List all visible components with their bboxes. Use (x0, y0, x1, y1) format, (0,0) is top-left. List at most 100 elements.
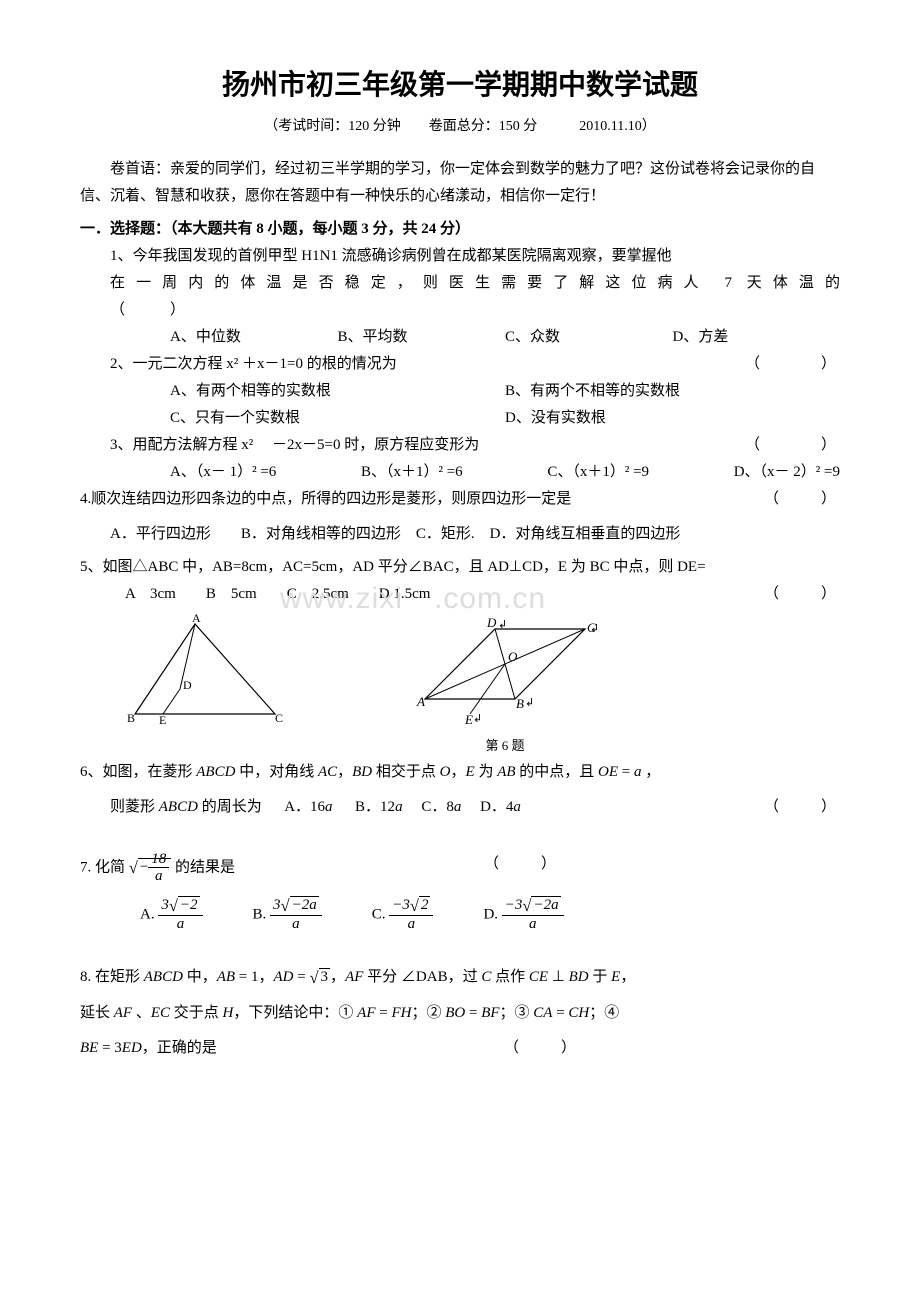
q6-abcd2: ABCD (159, 799, 198, 815)
q7-choice-d: D. −3−2aa (483, 897, 563, 933)
q8-e: E (611, 969, 620, 985)
q8-t4: 点作 (491, 969, 529, 985)
q3-choice-d: D、（x－ 2）² =9 (734, 459, 840, 486)
question-7: 7. 化简 −18a 的结果是 （ ） A. 3−2a B. 3−2aa C. … (80, 851, 840, 933)
q6-c1: ， (337, 764, 352, 780)
q2-stem: 2、一元二次方程 x² ＋x－1=0 的根的情况为 (110, 351, 397, 378)
q8-c1: ， (259, 969, 274, 985)
q6-ac: AC (318, 764, 337, 780)
q6-paren: （ ） (764, 794, 840, 821)
q2-choice-d: D、没有实数根 (505, 405, 840, 432)
q8-c2: ， (330, 969, 345, 985)
q6-t4: 为 (475, 764, 498, 780)
q8-af: AF (345, 969, 363, 985)
q6-l2a: 则菱形 (110, 799, 159, 815)
q8-c: C (481, 969, 491, 985)
q8-c4: ， (620, 969, 635, 985)
q8-eq3: = (375, 1005, 391, 1021)
q8-t2: 中， (183, 969, 217, 985)
q2-choice-c: C、只有一个实数根 (170, 405, 505, 432)
question-1: 1、今年我国发现的首例甲型 H1N1 流感确诊病例曾在成都某医院隔离观察，要掌握… (80, 243, 840, 351)
q1-choice-a: A、中位数 (170, 324, 338, 351)
q8-bo: BO (445, 1005, 465, 1021)
q4-paren: （ ） (764, 486, 840, 513)
q8-sep: 、 (132, 1005, 151, 1021)
q2-paren: （ ） (745, 351, 840, 378)
q8-t3: 平分 (363, 969, 401, 985)
q8-ca: CA (533, 1005, 552, 1021)
section-1-heading: 一．选择题：（本大题共有 8 小题，每小题 3 分，共 24 分） (80, 216, 840, 243)
svg-text:A: A (192, 614, 201, 625)
q1-stem-line2: 在一周内的体温是否稳定，则医生需要了解这位病人 7 天体温的 (110, 270, 840, 297)
q1-choice-d: D、方差 (673, 324, 841, 351)
q1-choice-b: B、平均数 (338, 324, 506, 351)
figure-q5: A B C D E (125, 614, 285, 757)
q2-choice-a: A、有两个相等的实数根 (170, 378, 505, 405)
svg-text:D: D (183, 678, 192, 692)
q6-eq: = (618, 764, 634, 780)
q7-paren: （ ） (484, 851, 560, 885)
q6-choice-b: B．12a (355, 799, 403, 815)
q1-choice-c: C、众数 (505, 324, 673, 351)
svg-text:D: D (486, 615, 497, 630)
q8-l2c: ，下列结论中：① (233, 1005, 357, 1021)
q8-ch: CH (568, 1005, 589, 1021)
q8-l3b: ，正确的是 (142, 1040, 217, 1056)
q8-eq6: = 3 (98, 1040, 121, 1056)
figure-q6: A B C D O E ↲ ↲ ↲ ↲ 第 6 题 (405, 614, 605, 757)
q3-choice-c: C、（x＋1）² =9 (547, 459, 649, 486)
q8-eq5: = (552, 1005, 568, 1021)
question-4: 4.顺次连结四边形四条边的中点，所得的四边形是菱形，则原四边形一定是 （ ） A… (80, 486, 840, 548)
q8-be: BE (80, 1040, 98, 1056)
q8-ad: AD (274, 969, 294, 985)
q7-choice-b: B. 3−2aa (253, 897, 322, 933)
svg-text:A: A (416, 694, 425, 709)
q8-ed: ED (122, 1040, 142, 1056)
q8-eq1: = 1 (235, 969, 258, 985)
q5-stem: 5、如图△ABC 中，AB=8cm，AC=5cm，AD 平分∠BAC，且 AD⊥… (80, 554, 840, 581)
q8-ab: AB (217, 969, 235, 985)
svg-text:E: E (464, 712, 473, 724)
figures-row: A B C D E A B C D O E ↲ ↲ ↲ ↲ 第 6 题 (80, 614, 840, 757)
svg-text:C: C (275, 711, 283, 724)
question-8: 8. 在矩形 ABCD 中，AB = 1，AD = 3，AF 平分 ∠DAB，过… (80, 963, 840, 1063)
q6-t5: 的中点，且 (516, 764, 599, 780)
q8-l2b: 交于点 (170, 1005, 223, 1021)
q7-t2: 的结果是 (175, 859, 235, 875)
q7-choice-a: A. 3−2a (140, 897, 203, 933)
question-6: 6、如图，在菱形 ABCD 中，对角线 AC，BD 相交于点 O，E 为 AB … (80, 759, 840, 821)
q6-oe: OE (598, 764, 618, 780)
q8-fh: FH (391, 1005, 411, 1021)
q6-c3: ， (642, 764, 661, 780)
q3-stem: 3、用配方法解方程 x² －2x－5=0 时，原方程应变形为 (110, 432, 479, 459)
q6-o: O (440, 764, 451, 780)
page-title: 扬州市初三年级第一学期期中数学试题 (80, 60, 840, 110)
q6-t3: 相交于点 (372, 764, 440, 780)
question-5: www.zixi .com.cn 5、如图△ABC 中，AB=8cm，AC=5c… (80, 554, 840, 608)
q6-c2: ， (451, 764, 466, 780)
svg-text:↲: ↲ (498, 619, 507, 631)
q6-choice-c: C．8a (421, 799, 461, 815)
q6-ab: AB (497, 764, 515, 780)
question-2: 2、一元二次方程 x² ＋x－1=0 的根的情况为 （ ） A、有两个相等的实数… (80, 351, 840, 432)
q4-choices: A．平行四边形 B．对角线相等的四边形 C．矩形. D．对角线互相垂直的四边形 (80, 521, 840, 548)
svg-text:↲: ↲ (473, 713, 482, 724)
q6-t1: 6、如图，在菱形 (80, 764, 196, 780)
q8-l2f: ；④ (589, 1005, 619, 1021)
q5-choice-d: D 1.5cm (379, 581, 431, 608)
q8-perp: ⊥ (548, 969, 569, 985)
q6-choice-d: D．4a (480, 799, 521, 815)
q6-l2b: 的周长为 (198, 799, 262, 815)
q6-t2: 中，对角线 (235, 764, 318, 780)
q7-choice-c: C. −32a (372, 897, 434, 933)
svg-text:↲: ↲ (525, 697, 534, 709)
q8-abcd: ABCD (144, 969, 183, 985)
svg-text:↲: ↲ (590, 623, 599, 635)
q8-bd: BD (569, 969, 589, 985)
q6-e: E (466, 764, 475, 780)
preface: 卷首语：亲爱的同学们，经过初三半学期的学习，你一定体会到数学的魅力了吧？这份试卷… (80, 156, 840, 210)
q8-c3: ，过 (448, 969, 482, 985)
svg-text:B: B (127, 711, 135, 724)
q3-paren: （ ） (745, 432, 840, 459)
q8-ce: CE (529, 969, 548, 985)
